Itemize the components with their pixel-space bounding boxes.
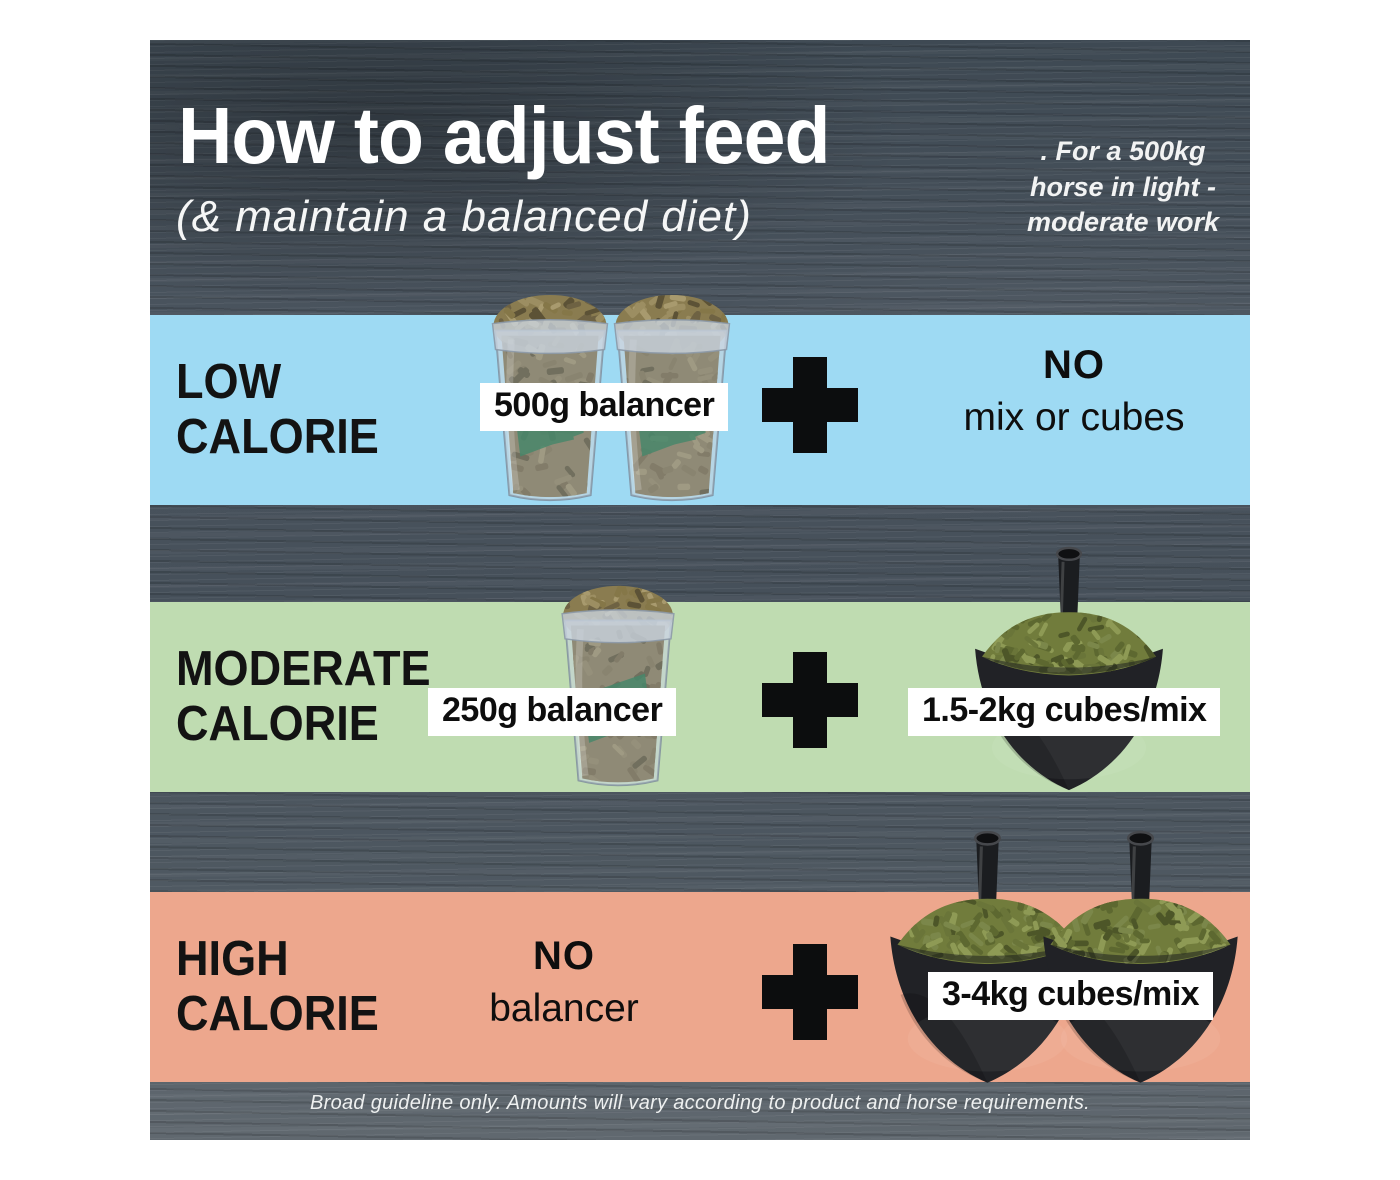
- extra-feed-line: NO: [1043, 343, 1105, 387]
- balancer-amount-label: 500g balancer: [480, 383, 729, 431]
- category-label-low: LOW CALORIE: [176, 315, 379, 505]
- category-label-moderate: MODERATE CALORIE: [176, 602, 431, 792]
- balancer-cup-icon: [544, 581, 692, 793]
- feed-scoop-icon: [970, 542, 1168, 801]
- category-line: CALORIE: [176, 697, 379, 751]
- category-line: CALORIE: [176, 987, 379, 1041]
- plus-icon-bar: [793, 944, 827, 1040]
- extra-feed-line: mix or cubes: [963, 396, 1185, 439]
- category-line: LOW: [176, 354, 282, 409]
- category-label-high: HIGH CALORIE: [176, 892, 379, 1082]
- audience-note: . For a 500kg horse in light - moderate …: [1002, 134, 1244, 241]
- disclaimer-text: Broad guideline only. Amounts will vary …: [309, 1092, 1091, 1114]
- extra-feed-text-low: NO mix or cubes: [918, 343, 1230, 440]
- audience-note-line: . For a 500kg: [1040, 136, 1206, 166]
- page-title: How to adjust feed: [178, 91, 830, 180]
- category-line: CALORIE: [176, 410, 379, 464]
- plus-icon: [762, 652, 858, 748]
- feed-scoop-icon: [1038, 826, 1243, 1094]
- audience-note-line: moderate work: [1026, 207, 1220, 238]
- audience-note-line: horse in light -: [1030, 171, 1216, 202]
- band-low-calorie: LOW CALORIE 5: [150, 294, 1250, 505]
- balancer-amount-label: 250g balancer: [428, 688, 677, 736]
- plus-icon-bar: [793, 652, 827, 748]
- feed-adjustment-infographic: How to adjust feed (& maintain a balance…: [150, 40, 1250, 1140]
- plus-icon: [762, 357, 858, 453]
- no-balancer-line: NO: [533, 934, 595, 978]
- no-balancer-text: NO balancer: [413, 934, 715, 1031]
- cubes-amount-label: 1.5-2kg cubes/mix: [908, 688, 1221, 736]
- plus-icon: [762, 944, 858, 1040]
- plus-icon-bar: [793, 357, 827, 453]
- page-subtitle: (& maintain a balanced diet): [176, 192, 752, 241]
- category-line: HIGH: [176, 931, 289, 986]
- category-line: MODERATE: [176, 641, 431, 696]
- cubes-amount-label: 3-4kg cubes/mix: [928, 972, 1214, 1020]
- no-balancer-line: balancer: [489, 987, 639, 1030]
- band-high-calorie: HIGH CALORIE NO balancer 3-4kg cu: [150, 830, 1250, 1083]
- band-moderate-calorie: MODERATE CALORIE 250g balancer: [150, 546, 1250, 792]
